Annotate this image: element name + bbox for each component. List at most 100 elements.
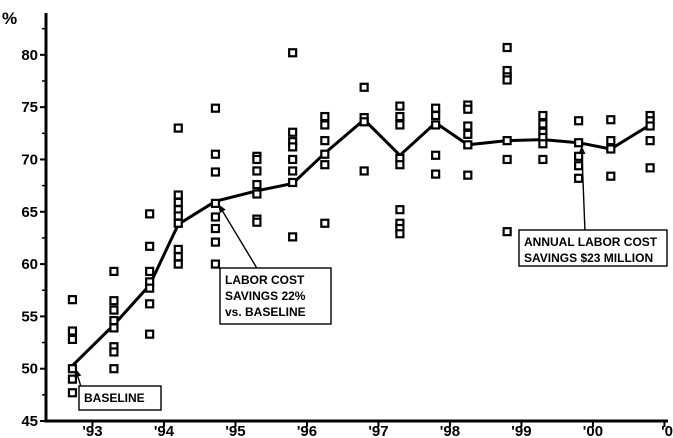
data-point bbox=[606, 144, 616, 154]
data-point bbox=[395, 160, 405, 170]
data-point bbox=[320, 120, 330, 130]
data-point bbox=[109, 305, 119, 315]
data-point bbox=[145, 329, 155, 339]
data-point bbox=[320, 111, 330, 122]
data-point bbox=[67, 388, 78, 398]
data-point bbox=[463, 104, 473, 114]
data-point bbox=[173, 190, 183, 200]
data-point bbox=[67, 364, 78, 374]
data-point bbox=[210, 259, 221, 269]
data-point bbox=[288, 166, 298, 176]
data-point bbox=[431, 110, 441, 121]
data-point bbox=[173, 252, 183, 262]
annotation-text: vs. BASELINE bbox=[225, 305, 306, 319]
data-point bbox=[538, 139, 548, 149]
data-point bbox=[463, 140, 473, 150]
annotation-arrowhead bbox=[74, 368, 82, 378]
data-point bbox=[431, 120, 441, 130]
data-point bbox=[606, 115, 616, 125]
data-point bbox=[395, 205, 405, 215]
data-point bbox=[210, 198, 221, 208]
data-point bbox=[173, 218, 183, 228]
data-point bbox=[502, 42, 512, 53]
data-point bbox=[463, 121, 473, 131]
data-point bbox=[288, 142, 298, 152]
data-point bbox=[320, 160, 330, 170]
data-point bbox=[145, 209, 155, 219]
data-point bbox=[173, 244, 183, 255]
annotation-arrow bbox=[217, 203, 259, 271]
data-point bbox=[252, 154, 262, 165]
data-point bbox=[252, 166, 262, 176]
x-tick-label: '97 bbox=[368, 423, 388, 438]
annotation-box bbox=[78, 385, 162, 411]
data-point bbox=[463, 129, 473, 139]
y-tick-label: 60 bbox=[21, 256, 38, 273]
x-tick-label: '94 bbox=[154, 423, 175, 438]
data-point bbox=[574, 116, 584, 126]
data-point bbox=[320, 218, 330, 228]
annotation-box bbox=[518, 229, 668, 267]
y-tick-label: 55 bbox=[21, 308, 38, 325]
data-point bbox=[538, 119, 548, 129]
data-point bbox=[67, 295, 78, 305]
data-point bbox=[502, 75, 512, 85]
data-point bbox=[210, 167, 221, 177]
data-point bbox=[574, 173, 584, 183]
y-tick-label: 50 bbox=[21, 361, 38, 378]
data-point bbox=[431, 150, 441, 160]
x-tick-label: '99 bbox=[511, 423, 531, 438]
data-point bbox=[502, 154, 512, 165]
data-point bbox=[252, 179, 262, 190]
y-tick-label: 65 bbox=[21, 204, 38, 221]
data-point bbox=[109, 323, 119, 333]
data-point bbox=[109, 364, 119, 374]
data-point bbox=[173, 197, 183, 207]
data-point bbox=[502, 136, 512, 146]
data-point bbox=[109, 347, 119, 357]
data-point bbox=[359, 117, 369, 127]
data-point bbox=[574, 161, 584, 171]
annotation-arrow bbox=[580, 145, 586, 233]
annotation-arrowhead bbox=[578, 145, 586, 155]
data-point bbox=[431, 103, 441, 113]
data-point bbox=[109, 266, 119, 276]
data-point bbox=[109, 296, 119, 306]
data-point bbox=[395, 111, 405, 122]
data-point bbox=[67, 326, 78, 336]
x-tick-label: '95 bbox=[225, 423, 245, 438]
annotation-text: BASELINE bbox=[84, 391, 145, 405]
x-tick-label: '93 bbox=[82, 423, 102, 438]
data-point bbox=[67, 334, 78, 344]
data-point bbox=[145, 283, 155, 293]
data-point bbox=[145, 299, 155, 309]
data-point bbox=[173, 211, 183, 221]
y-tick-label: 45 bbox=[21, 413, 38, 430]
data-point bbox=[288, 232, 298, 242]
annotation-box bbox=[219, 267, 332, 325]
data-point bbox=[67, 374, 78, 384]
data-point bbox=[359, 82, 369, 92]
x-tick-label: '00 bbox=[583, 423, 603, 438]
data-point bbox=[210, 103, 221, 113]
data-point bbox=[288, 154, 298, 165]
annotation-text: LABOR COST bbox=[225, 273, 305, 287]
data-point bbox=[320, 136, 330, 146]
data-point bbox=[359, 166, 369, 176]
x-tick-label: '96 bbox=[297, 423, 317, 438]
data-point bbox=[173, 123, 183, 133]
y-unit-label: % bbox=[2, 9, 17, 28]
annotation-text: SAVINGS 22% bbox=[225, 289, 306, 303]
data-point bbox=[145, 241, 155, 251]
data-point bbox=[288, 177, 298, 188]
data-point bbox=[210, 149, 221, 159]
data-point bbox=[252, 189, 262, 199]
data-point bbox=[502, 227, 512, 237]
data-point bbox=[395, 120, 405, 130]
x-tick-label: '0 bbox=[661, 423, 673, 438]
annotation-arrowhead bbox=[218, 204, 226, 214]
x-tick-label: '98 bbox=[440, 423, 460, 438]
data-point bbox=[288, 127, 298, 137]
data-point bbox=[145, 266, 155, 276]
data-point bbox=[395, 101, 405, 111]
